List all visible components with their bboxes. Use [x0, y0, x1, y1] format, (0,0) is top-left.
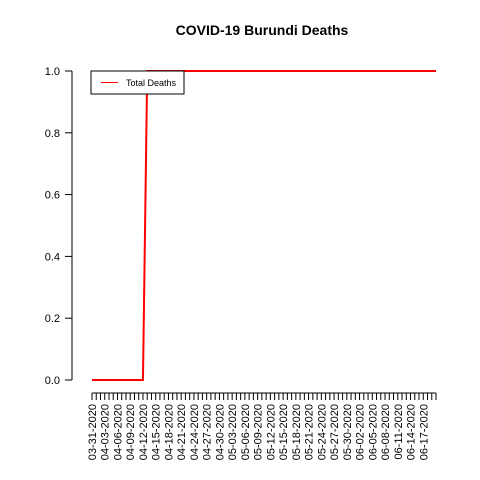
- x-tick-label: 05-09-2020: [253, 404, 265, 460]
- x-tick-label: 06-11-2020: [393, 404, 405, 459]
- y-tick-label: 0.0: [45, 375, 60, 387]
- x-tick-label: 04-21-2020: [176, 404, 188, 460]
- y-tick-label: 0.2: [45, 313, 60, 325]
- x-tick-label: 04-12-2020: [138, 404, 150, 460]
- legend: Total Deaths: [90, 70, 185, 95]
- y-tick-label: 1.0: [45, 66, 60, 78]
- y-tick-label: 0.8: [45, 128, 60, 140]
- x-tick-label: 04-27-2020: [202, 404, 214, 460]
- x-tick-label: 06-02-2020: [355, 404, 367, 460]
- x-tick-label: 06-14-2020: [406, 404, 418, 460]
- x-tick-label: 04-30-2020: [214, 404, 226, 460]
- x-tick-label: 04-24-2020: [189, 404, 201, 460]
- legend-label-total-deaths: Total Deaths: [126, 78, 177, 88]
- y-tick-label: 0.4: [45, 251, 60, 263]
- x-tick-label: 06-17-2020: [418, 404, 430, 460]
- x-axis: 03-31-2020 04-03-2020 04-06-2020 04-09-2020…: [87, 392, 437, 460]
- x-tick-label: 05-18-2020: [291, 404, 303, 460]
- x-tick-label: 06-05-2020: [367, 404, 379, 460]
- series-line-total-deaths: [92, 70, 436, 381]
- x-tick-label: 05-30-2020: [342, 404, 354, 460]
- x-tick-label: 05-15-2020: [278, 404, 290, 460]
- x-tick-label: 04-03-2020: [100, 404, 112, 460]
- y-axis: 0.0 0.2 0.4 0.6 0.8 1.0: [45, 66, 73, 387]
- x-tick-label: 04-06-2020: [112, 404, 124, 460]
- x-tick-label: 04-09-2020: [125, 404, 137, 460]
- x-tick-label: 06-08-2020: [380, 404, 392, 460]
- x-tick-label: 05-27-2020: [329, 404, 341, 460]
- x-tick-label: 04-15-2020: [151, 404, 163, 460]
- x-tick-label: 05-03-2020: [227, 404, 239, 460]
- x-tick-label: 05-24-2020: [316, 404, 328, 460]
- plot-area: [92, 70, 436, 381]
- legend-box: [90, 70, 185, 95]
- x-tick-label: 04-18-2020: [163, 404, 175, 460]
- x-tick-label: 05-21-2020: [304, 404, 316, 460]
- y-tick-label: 0.6: [45, 190, 60, 202]
- chart-title: COVID-19 Burundi Deaths: [176, 22, 349, 38]
- x-tick-label: 03-31-2020: [87, 404, 99, 460]
- x-tick-label: 05-06-2020: [240, 404, 252, 460]
- x-tick-label: 05-12-2020: [265, 404, 277, 460]
